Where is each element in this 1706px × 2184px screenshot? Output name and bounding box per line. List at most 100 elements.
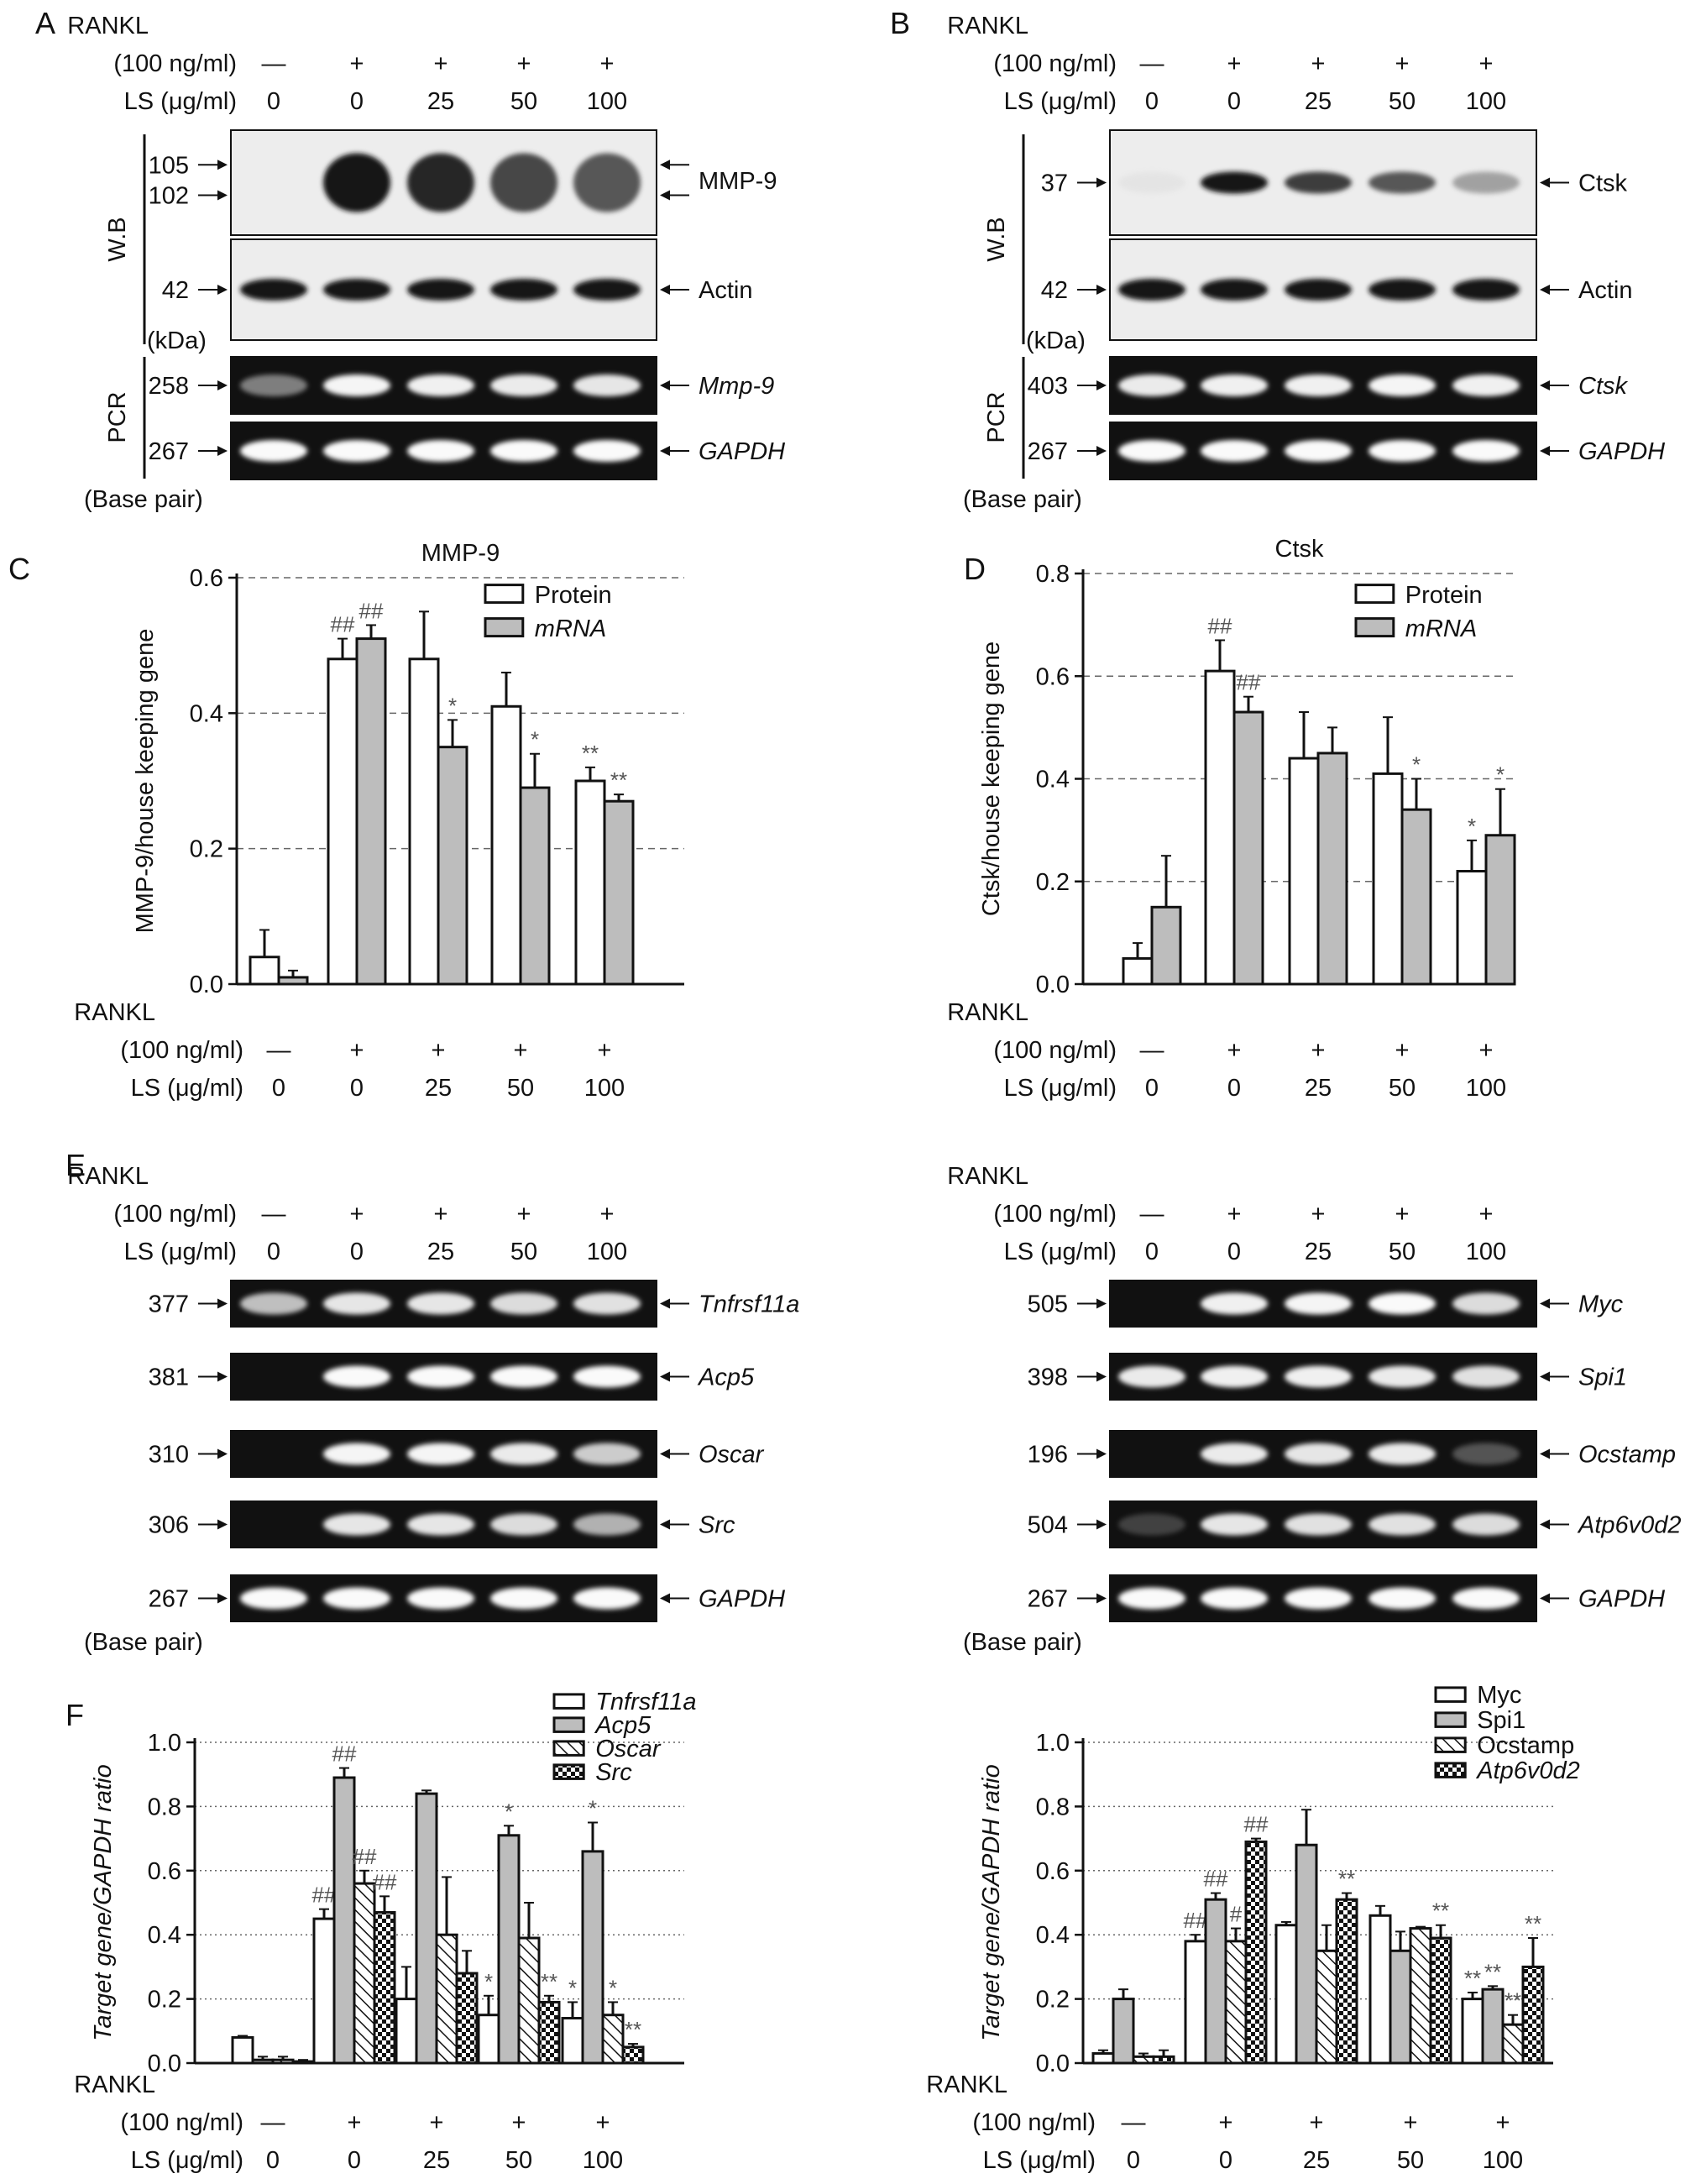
d-bar-protein: [1122, 956, 1154, 986]
e-left-oscar-band: [490, 1443, 557, 1465]
f-right-significance-label: **: [1484, 1959, 1501, 1984]
c-rankl-sign: +: [1395, 50, 1410, 77]
c-size-label: 267: [1028, 438, 1068, 465]
f-right-rankl-sign: +: [1219, 2109, 1233, 2136]
a-target-label-2: Mmp-9: [699, 373, 774, 400]
e-right-rankl-sign: +: [1311, 1201, 1326, 1228]
panel-a-blots: RANKL (100 ng/ml) LS (μg/ml) — 0 +0 +25 +50 +100…: [67, 13, 785, 513]
a-ls-value: 0: [350, 88, 364, 115]
f-left-bar-oscar: [353, 1882, 376, 2065]
a-gapdh-band: [490, 440, 557, 462]
e-right-myc-band: [1452, 1292, 1520, 1315]
c-gapdh-band: [1368, 440, 1436, 462]
e-right-ocstamp-band: [1452, 1443, 1520, 1465]
f-left-ls-value: 0: [348, 2147, 361, 2174]
f-right-rankl-sign: +: [1404, 2109, 1418, 2136]
e-right-target-arrowhead: [1540, 1298, 1550, 1309]
a-rankl-sign: +: [517, 50, 531, 77]
b-bar-mrna: [603, 799, 635, 986]
f-right-significance-label: ##: [1184, 1908, 1208, 1933]
e-left-rankl-sign: —: [262, 1201, 286, 1228]
e-left-size-arrowhead: [217, 1593, 228, 1604]
a-mmp-9-band: [573, 153, 641, 212]
c-gapdh-band: [1452, 440, 1520, 462]
b-legend-swatch: [484, 617, 525, 638]
c-kda-label: (kDa): [1026, 327, 1086, 354]
b-ytick-label: 0.2: [190, 836, 223, 863]
e-right-atp6v0d2-band: [1368, 1513, 1436, 1536]
d-ls-value: 50: [1389, 1075, 1416, 1102]
b-rankl-sign: +: [432, 1037, 446, 1064]
f-right-significance-label: **: [1464, 1966, 1481, 1991]
e-right-ls-value: 25: [1305, 1239, 1332, 1265]
d-legend-label: mRNA: [1405, 615, 1477, 642]
c-target-label-2: Ctsk: [1578, 373, 1629, 400]
e-left-ls-value: 25: [427, 1239, 454, 1265]
a-size-label: 258: [149, 373, 189, 400]
e-left-ls-value: 50: [510, 1239, 537, 1265]
e-right-base-pair-label: (Base pair): [963, 1629, 1082, 1656]
e-left-size-arrowhead: [217, 1298, 228, 1309]
f-right-ls-value: 100: [1483, 2147, 1523, 2174]
a-size-label: 102: [149, 183, 189, 210]
b-significance-label: ##: [331, 612, 355, 637]
b-rankl-sign: +: [514, 1037, 528, 1064]
f-left-bar-acp5: [251, 2058, 275, 2065]
d-ls-label: LS (μg/ml): [1004, 1075, 1117, 1102]
e-left-gapdh-band: [323, 1587, 390, 1610]
d-bar-mrna: [1232, 710, 1264, 986]
e-left-oscar-band: [573, 1443, 641, 1465]
f-right-rankl-sign: —: [1122, 2109, 1146, 2136]
c-ls-value: 0: [1145, 88, 1159, 115]
c-ls-label: LS (μg/ml): [1004, 88, 1117, 115]
e-right-size-arrowhead: [1096, 1448, 1107, 1459]
e-right-gapdh-band: [1285, 1587, 1352, 1610]
f-left-significance-label: *: [589, 1796, 597, 1821]
e-left-size-label: 377: [149, 1291, 189, 1318]
d-significance-label: ##: [1208, 613, 1232, 638]
f-right-bar-myc: [1274, 1924, 1298, 2065]
c-rankl-sign: +: [1311, 50, 1326, 77]
d-bar-protein: [1204, 669, 1236, 986]
c-target-label-0: Ctsk: [1578, 170, 1628, 197]
b-bar-protein: [408, 657, 440, 986]
f-left-significance-label: ##: [332, 1741, 357, 1767]
a-actin-band: [323, 279, 390, 301]
a-ls-value: 100: [587, 88, 627, 115]
f-left-bar-src: [537, 2000, 561, 2065]
e-right-size-label: 398: [1028, 1364, 1068, 1391]
e-left-tnfrsf11a-band: [407, 1292, 474, 1315]
panel-e-left-gels: RANKL (100 ng/ml) LS (μg/ml) — 0 +0 +25 +50 +100…: [67, 1163, 799, 1656]
a-size-arrowhead: [217, 160, 228, 170]
c-pcr-label: PCR: [983, 391, 1010, 443]
f-left-significance-label: **: [625, 2017, 641, 2042]
b-bar-mrna: [437, 746, 468, 986]
d-ytick-label: 0.4: [1036, 767, 1070, 793]
a-gapdh-band: [323, 440, 390, 462]
d-ytick-label: 0.0: [1036, 972, 1070, 998]
f-right-rankl-label: RANKL: [926, 2071, 1007, 2098]
a-target-arrowhead: [660, 285, 670, 295]
f-right-legend-swatch: [1434, 1736, 1467, 1753]
f-right-bar-atp6v0d2: [1152, 2055, 1175, 2065]
b-rankl-sign: +: [598, 1037, 612, 1064]
f-right-bar-spi1: [1389, 1949, 1412, 2065]
f-right-legend-label: Atp6v0d2: [1475, 1757, 1580, 1784]
b-y-axis-label: MMP-9/house keeping gene: [132, 629, 159, 934]
a-rankl-sign: +: [434, 50, 448, 77]
c-size-label: 42: [1041, 277, 1068, 304]
e-right-ocstamp-band: [1285, 1443, 1352, 1465]
f-right-bar-atp6v0d2: [1335, 1898, 1358, 2065]
a-gapdh-band: [240, 440, 307, 462]
e-left-oscar-band: [323, 1443, 390, 1465]
f-left-bar-src: [621, 2045, 645, 2065]
f-right-ls-value: 25: [1303, 2147, 1330, 2174]
c-rankl-sign: +: [1479, 50, 1494, 77]
a-mmp-9-band: [490, 153, 557, 212]
a-ls-value: 50: [510, 88, 537, 115]
d-rankl-sign: —: [1140, 1037, 1164, 1064]
b-bar-protein: [574, 779, 606, 986]
d-chart-title: Ctsk: [1275, 536, 1325, 563]
e-right-target-label-2: Ocstamp: [1578, 1442, 1676, 1469]
f-left-rankl-sign: +: [596, 2109, 610, 2136]
